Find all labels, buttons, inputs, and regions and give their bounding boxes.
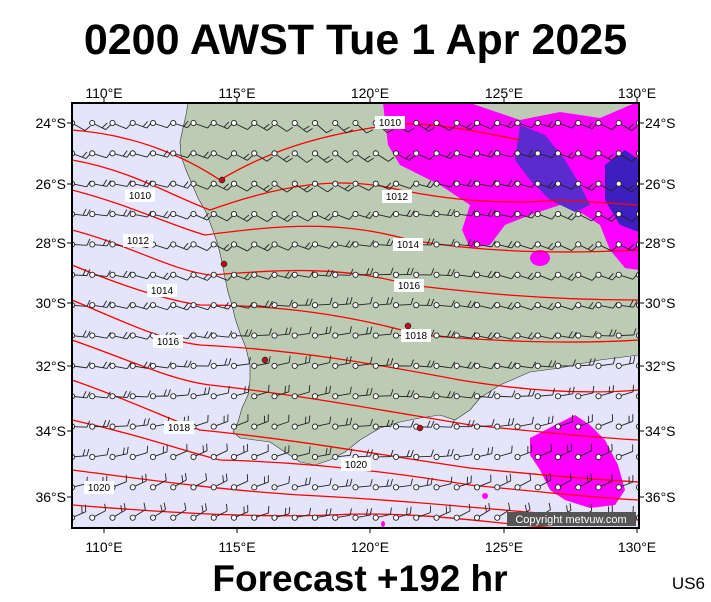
wind-barb bbox=[535, 533, 550, 550]
isobar-label: 1020 bbox=[341, 458, 371, 471]
svg-text:1010: 1010 bbox=[379, 118, 402, 129]
city-marker bbox=[221, 261, 227, 267]
lat-tick-label-right: 24°S bbox=[645, 115, 676, 131]
isobar-label: 1016 bbox=[153, 335, 183, 348]
lat-tick-label-right: 30°S bbox=[645, 295, 676, 311]
wind-barb bbox=[150, 533, 165, 551]
wind-barb bbox=[596, 536, 613, 551]
lon-tick-label-top: 130°E bbox=[618, 85, 656, 101]
weather-map: 1010 1010 1012 1012 1014 1014 1016 1016 bbox=[0, 80, 711, 555]
wind-barb bbox=[454, 533, 469, 551]
lat-tick-label-right: 32°S bbox=[645, 358, 676, 374]
wind-barb bbox=[312, 538, 330, 551]
lat-tick-label-left: 34°S bbox=[35, 423, 66, 439]
map-title: 0200 AWST Tue 1 Apr 2025 bbox=[0, 14, 711, 66]
lat-tick-label-left: 24°S bbox=[35, 115, 66, 131]
lon-tick-label-bottom: 125°E bbox=[485, 539, 523, 555]
isobar-label: 1014 bbox=[393, 238, 423, 251]
svg-text:Copyright metvuw.com: Copyright metvuw.com bbox=[515, 514, 626, 526]
wind-barb bbox=[555, 534, 571, 551]
lon-tick-label-top: 120°E bbox=[351, 85, 389, 101]
lat-tick-label-right: 26°S bbox=[645, 176, 676, 192]
wind-barb bbox=[272, 537, 290, 550]
wind-barb bbox=[333, 537, 351, 550]
wind-barb bbox=[393, 535, 409, 551]
lat-tick-label-left: 30°S bbox=[35, 295, 66, 311]
wind-barb bbox=[576, 535, 592, 551]
lat-tick-label-right: 34°S bbox=[645, 423, 676, 439]
lat-tick-label-right: 36°S bbox=[645, 489, 676, 505]
svg-text:1018: 1018 bbox=[168, 423, 191, 434]
wind-barb bbox=[434, 533, 449, 551]
isobar-label: 1012 bbox=[382, 190, 412, 203]
lon-tick-label-top: 115°E bbox=[218, 85, 255, 101]
city-marker bbox=[262, 357, 268, 363]
city-marker bbox=[219, 177, 225, 183]
lat-tick-label-left: 28°S bbox=[35, 235, 66, 251]
lon-tick-label-top: 125°E bbox=[485, 85, 523, 101]
lon-tick-label-bottom: 110°E bbox=[85, 539, 122, 555]
svg-text:1014: 1014 bbox=[397, 240, 420, 251]
isobar-label: 1012 bbox=[123, 234, 153, 247]
wind-barb bbox=[414, 534, 430, 551]
isobar-label: 1010 bbox=[125, 189, 155, 202]
lat-tick-label-left: 26°S bbox=[35, 176, 66, 192]
isobar-label: 1016 bbox=[394, 279, 424, 292]
wind-barb bbox=[69, 533, 84, 551]
svg-text:1018: 1018 bbox=[405, 331, 428, 342]
isobar-label: 1020 bbox=[84, 481, 114, 494]
svg-text:1012: 1012 bbox=[127, 236, 150, 247]
wind-barb bbox=[191, 534, 207, 551]
city-marker bbox=[405, 323, 411, 329]
lon-tick-label-bottom: 115°E bbox=[218, 539, 255, 555]
isobar-label: 1014 bbox=[147, 284, 177, 297]
svg-text:1020: 1020 bbox=[345, 460, 368, 471]
region-code: US6 bbox=[672, 574, 705, 594]
svg-text:1010: 1010 bbox=[129, 191, 152, 202]
lat-tick-label-right: 28°S bbox=[645, 235, 676, 251]
isobar-label: 1018 bbox=[401, 329, 431, 342]
lon-tick-label-bottom: 120°E bbox=[351, 539, 389, 555]
wind-barb bbox=[130, 532, 145, 550]
wind-barb bbox=[171, 533, 186, 551]
svg-text:1014: 1014 bbox=[151, 286, 174, 297]
isobar-label: 1018 bbox=[164, 421, 194, 434]
city-marker bbox=[417, 425, 423, 431]
svg-text:1012: 1012 bbox=[386, 192, 409, 203]
isobar-label: 1010 bbox=[375, 116, 405, 129]
svg-text:1016: 1016 bbox=[398, 281, 421, 292]
copyright-badge: Copyright metvuw.com bbox=[507, 512, 636, 526]
lon-tick-label-bottom: 130°E bbox=[618, 539, 656, 555]
wind-barb bbox=[292, 538, 310, 551]
svg-text:1016: 1016 bbox=[157, 337, 180, 348]
svg-text:1020: 1020 bbox=[88, 483, 111, 494]
forecast-label: Forecast +192 hr bbox=[150, 556, 570, 602]
lat-tick-label-left: 36°S bbox=[35, 489, 66, 505]
lat-tick-label-left: 32°S bbox=[35, 358, 66, 374]
lon-tick-label-top: 110°E bbox=[85, 85, 122, 101]
